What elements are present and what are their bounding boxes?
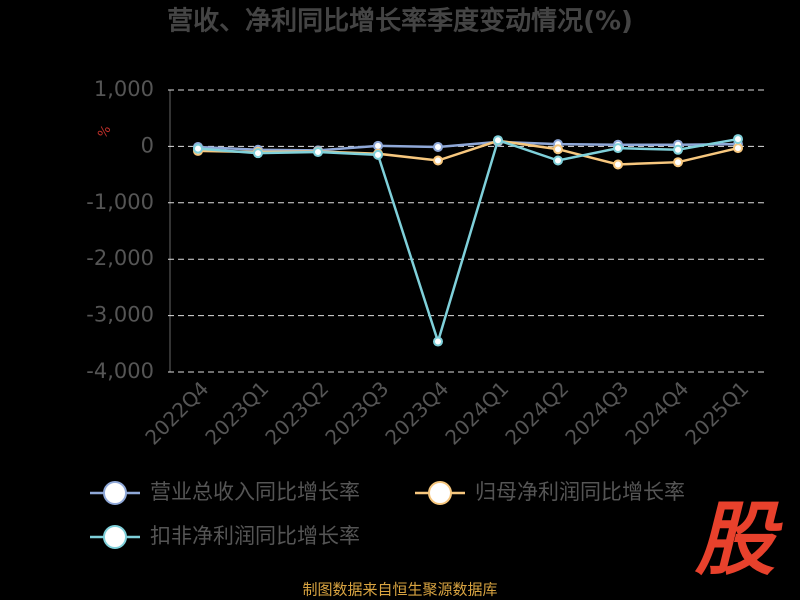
chart-title: 营收、净利同比增长率季度变动情况(%) — [167, 6, 633, 37]
x-tick-label: 2024Q2 — [500, 376, 573, 449]
data-point — [193, 143, 203, 154]
y-tick-label: 1,000 — [94, 77, 154, 101]
data-point — [613, 159, 623, 170]
data-point — [373, 149, 383, 160]
data-point — [373, 140, 383, 151]
data-point — [433, 155, 443, 166]
y-unit: % — [95, 123, 114, 141]
y-tick-label: -3,000 — [86, 303, 154, 327]
legend-marker — [428, 481, 452, 505]
series-line — [197, 140, 739, 152]
legend-label: 扣非净利润同比增长率 — [150, 524, 360, 548]
legend-marker — [103, 525, 127, 549]
x-tick-label: 2022Q4 — [140, 376, 213, 449]
data-point — [433, 336, 443, 347]
y-tick-label: -2,000 — [86, 246, 154, 270]
x-tick-label: 2023Q4 — [380, 376, 453, 449]
data-point — [493, 135, 503, 146]
x-tick-label: 2025Q1 — [680, 376, 753, 449]
x-tick-label: 2024Q1 — [440, 376, 513, 449]
x-tick-label: 2024Q3 — [560, 376, 633, 449]
data-point — [673, 157, 683, 168]
data-point — [733, 143, 743, 154]
data-point — [253, 148, 263, 159]
legend-label: 归母净利润同比增长率 — [475, 480, 685, 504]
legend-label: 营业总收入同比增长率 — [150, 480, 360, 504]
data-point — [553, 144, 563, 155]
source-note: 制图数据来自恒生聚源数据库 — [302, 581, 497, 599]
data-point — [313, 147, 323, 158]
y-tick-label: 0 — [141, 133, 154, 157]
data-point — [613, 143, 623, 154]
y-tick-label: -1,000 — [86, 190, 154, 214]
x-tick-label: 2023Q1 — [200, 376, 273, 449]
data-point — [433, 141, 443, 152]
y-tick-label: -4,000 — [86, 359, 154, 383]
data-point — [733, 134, 743, 145]
data-point — [673, 144, 683, 155]
watermark-logo: 股 — [694, 493, 783, 586]
data-point — [553, 155, 563, 166]
series-line — [197, 137, 739, 346]
legend-marker — [103, 481, 127, 505]
x-tick-label: 2024Q4 — [620, 376, 693, 449]
x-tick-label: 2023Q2 — [260, 376, 333, 449]
x-tick-label: 2023Q3 — [320, 376, 393, 449]
